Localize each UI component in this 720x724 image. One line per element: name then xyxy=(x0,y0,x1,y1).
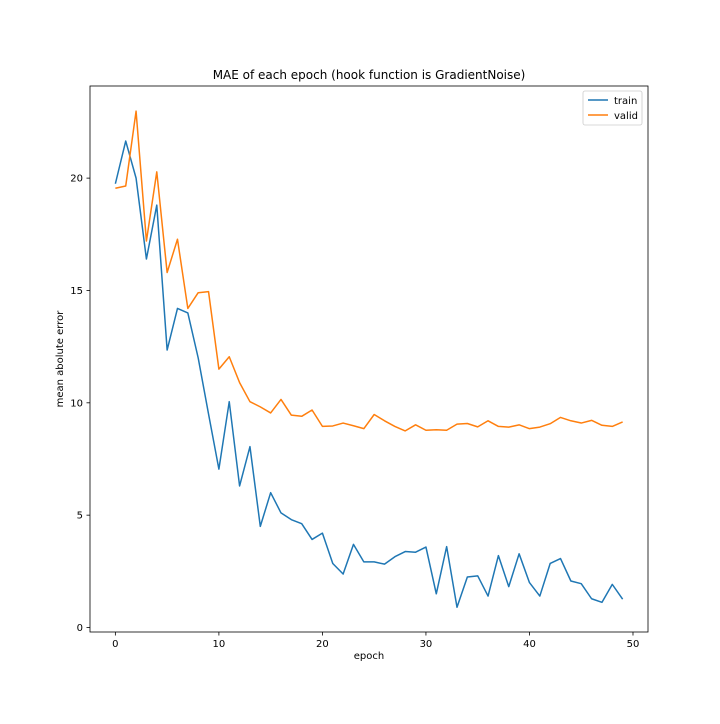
x-tick-label: 20 xyxy=(316,639,329,650)
y-tick-label: 15 xyxy=(70,286,83,297)
x-tick-label: 30 xyxy=(420,639,433,650)
x-axis-label: epoch xyxy=(354,651,384,662)
x-tick-label: 50 xyxy=(627,639,640,650)
x-tick-label: 40 xyxy=(523,639,536,650)
x-tick-label: 10 xyxy=(213,639,226,650)
y-tick-label: 20 xyxy=(70,174,83,185)
legend-label-valid: valid xyxy=(614,111,638,122)
y-tick-label: 10 xyxy=(70,398,83,409)
plot-area xyxy=(89,85,649,633)
y-axis-ticks: 0 5 10 15 20 xyxy=(70,174,90,634)
series-line-train xyxy=(114,140,624,609)
y-tick-label: 5 xyxy=(77,511,83,522)
x-tick-label: 0 xyxy=(112,639,118,650)
y-tick-label: 0 xyxy=(77,623,83,634)
series-layer xyxy=(114,110,624,609)
y-axis-label: mean abolute error xyxy=(55,310,66,408)
x-axis-ticks: 0 10 20 30 40 50 xyxy=(112,632,639,650)
plot-background xyxy=(90,86,648,632)
chart-title: MAE of each epoch (hook function is Grad… xyxy=(213,68,526,82)
axes-frame xyxy=(89,85,649,633)
series-line-valid xyxy=(115,110,623,432)
legend-label-train: train xyxy=(614,96,637,107)
legend: train valid xyxy=(582,90,643,126)
